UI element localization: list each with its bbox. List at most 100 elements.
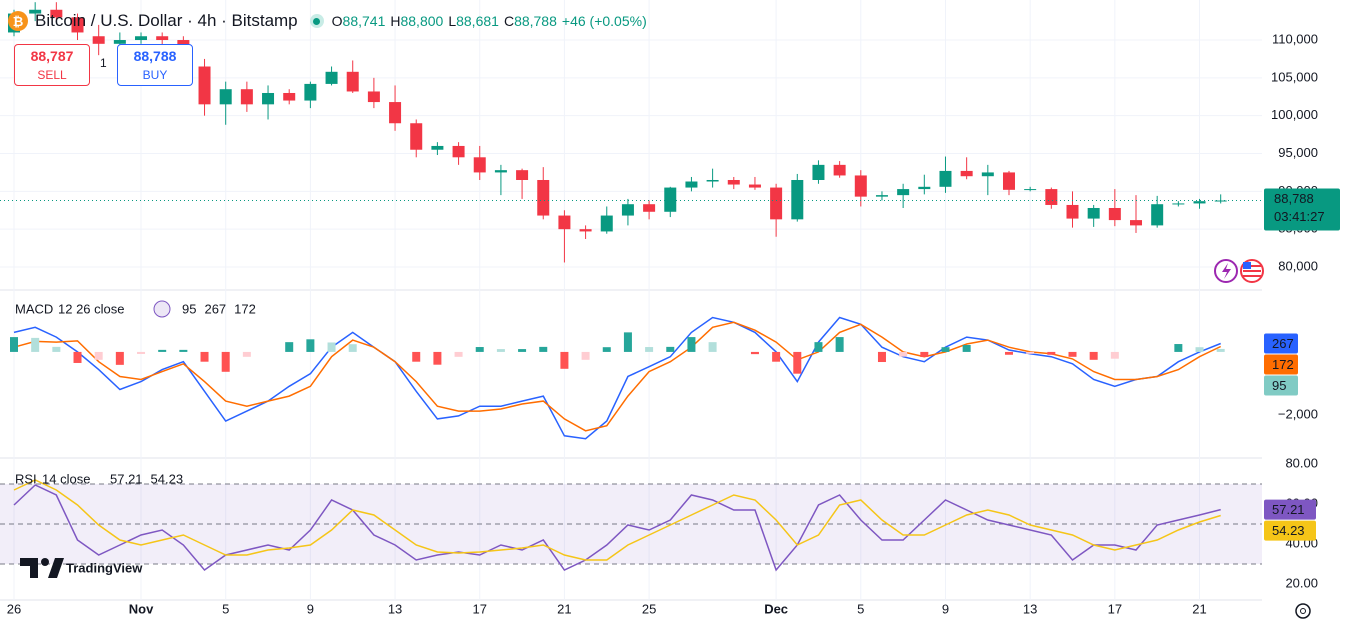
axis-value-tag-bg (1264, 333, 1298, 354)
candle-body (516, 170, 529, 180)
histogram-bar (899, 351, 908, 357)
macd-line (13, 321, 1222, 432)
buy-button[interactable]: 88,788 BUY (117, 44, 193, 86)
candle-body (1108, 207, 1121, 221)
logo-mark (20, 558, 64, 578)
rsi-line (13, 484, 1221, 572)
histogram-bar (137, 351, 146, 354)
market-status[interactable] (309, 14, 324, 28)
rsi-line (13, 479, 1221, 561)
ohlc-values: O88,741 H88,800 L88,681 C88,788 (332, 13, 562, 29)
ohlc-value: 88,788 (514, 13, 557, 29)
ohlc-value: 88,681 (456, 13, 499, 29)
histogram-bar (814, 342, 823, 352)
histogram-bar (31, 337, 40, 352)
candle-body (135, 36, 148, 41)
candle-body (537, 179, 550, 216)
axis-value-tag: 95 (1272, 378, 1286, 393)
x-tick-label: 5 (857, 601, 864, 616)
candle-body (262, 92, 275, 105)
legend-value: 172 (234, 301, 256, 316)
histogram-bar (52, 346, 61, 352)
histogram-bar (221, 351, 230, 372)
histogram-bar (877, 351, 886, 363)
axis-value-tag: 54.23 (1272, 523, 1305, 538)
sell-button[interactable]: 88,787 SELL (14, 44, 90, 86)
ohlc-value: 88,800 (400, 13, 444, 29)
chart-settings-hub (1300, 608, 1306, 614)
histogram-bar (454, 351, 463, 357)
candle-body (198, 66, 211, 105)
axis-value-tag-bg (1264, 520, 1316, 541)
candle-body (156, 36, 169, 41)
x-tick-label: 13 (1023, 601, 1037, 616)
candle-body (939, 170, 952, 187)
candle-body (791, 179, 804, 220)
histogram-bar (94, 351, 103, 360)
spread: 1 (100, 56, 107, 70)
histogram-bar (242, 351, 251, 357)
candle-body (1087, 207, 1100, 219)
ohlc-key: O (331, 13, 343, 29)
histogram-bar (158, 349, 167, 352)
candle-body (1193, 201, 1206, 204)
candle-body (621, 204, 634, 216)
histogram-bar (560, 351, 569, 369)
histogram-bar (645, 347, 654, 352)
x-tick-label: 5 (222, 601, 229, 616)
y-tick-label: 95,000 (1278, 145, 1318, 160)
candle-body (748, 184, 761, 188)
axis-value-tag: 57.21 (1272, 502, 1305, 517)
candle-body (473, 157, 486, 173)
candle-body (897, 189, 910, 196)
countdown: 03:41:27 (1274, 209, 1325, 224)
histogram-bar (666, 346, 675, 352)
candle-body (1002, 172, 1015, 190)
histogram-bar (115, 351, 124, 365)
candle-body (431, 145, 444, 150)
logo-dot (41, 558, 49, 566)
histogram-bar (708, 342, 717, 352)
histogram-bar (623, 332, 632, 352)
candle-body (1024, 189, 1037, 191)
axis-value-tag: 267 (1272, 336, 1294, 351)
histogram-bar (306, 339, 315, 352)
candle-body (1172, 203, 1185, 205)
candle-body (346, 71, 359, 92)
histogram-bar (1068, 351, 1077, 357)
buy-label: BUY (142, 68, 168, 82)
histogram-bar (179, 349, 188, 352)
candle-body (981, 172, 994, 177)
candle-body (727, 179, 740, 185)
candle-body (960, 170, 973, 177)
indicator-params: 14 close (42, 471, 90, 486)
axis-value-tag-bg (1264, 499, 1316, 520)
histogram-bar (941, 347, 950, 352)
y-tick-label: 100,000 (1271, 107, 1318, 122)
candle-body (558, 215, 571, 230)
settings-icon[interactable] (153, 300, 171, 318)
x-tick-label: 17 (1108, 601, 1122, 616)
histogram-bar (496, 349, 505, 352)
candle-body (1045, 189, 1058, 205)
symbol-title[interactable]: Bitcoin / U.S. Dollar · 4h · Bitstamp (35, 11, 298, 30)
legend-value: 57.21 (110, 471, 143, 486)
indicator-params: 12 26 close (58, 301, 125, 316)
alert-bolt (1222, 263, 1231, 279)
histogram-bar (10, 337, 18, 352)
histogram-bar (1047, 351, 1056, 355)
watermark: TradingView (66, 560, 143, 575)
histogram-bar (285, 342, 294, 352)
flag-canton (1243, 262, 1251, 269)
x-tick-label: 9 (942, 601, 949, 616)
chart-settings[interactable] (1295, 603, 1311, 619)
histogram-bar (1195, 347, 1204, 352)
candle-body (643, 204, 656, 212)
candle-body (1151, 204, 1164, 226)
x-tick-label: 21 (557, 601, 571, 616)
x-tick-label: 26 (7, 601, 21, 616)
last-price: 88,788 (1274, 191, 1314, 206)
histogram-bar (1089, 351, 1098, 360)
x-tick-label: Nov (129, 601, 154, 616)
